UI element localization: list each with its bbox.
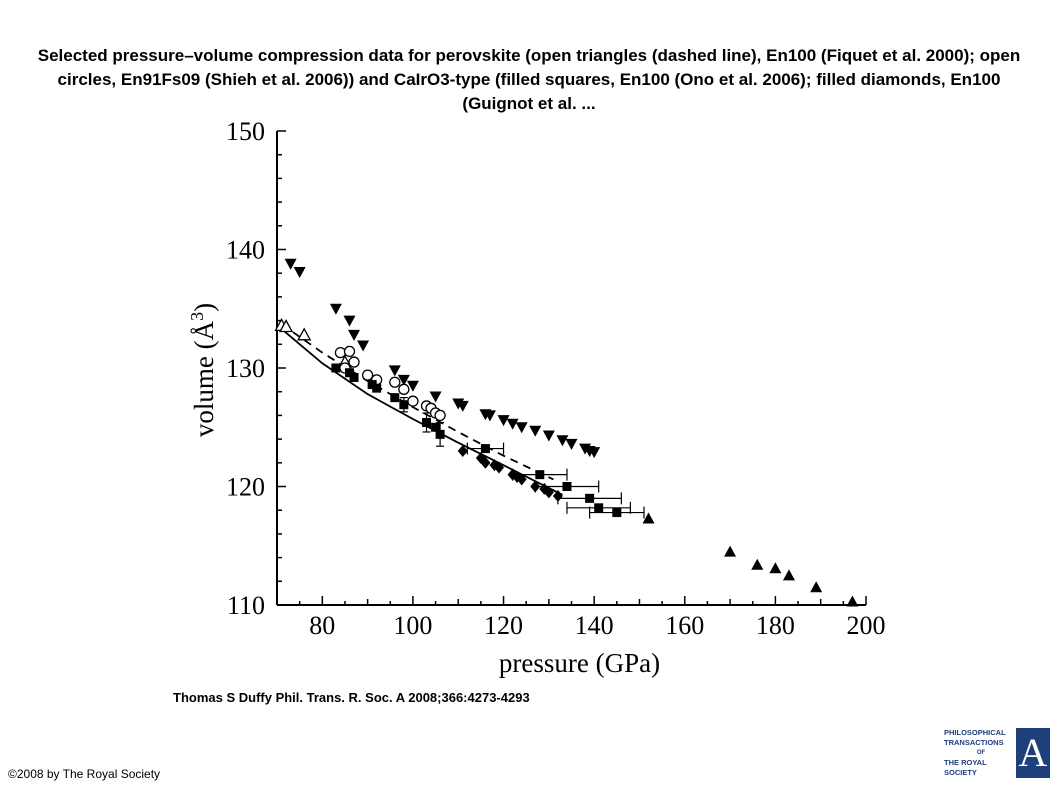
data-point-triangle-down: [293, 267, 306, 279]
data-point-triangle-down: [456, 400, 469, 412]
y-tick-label: 130: [226, 354, 265, 383]
data-point-circle-open: [348, 356, 360, 368]
logo-line: SOCIETY: [944, 768, 977, 777]
data-point-triangle-down: [556, 435, 569, 447]
data-points: [274, 258, 859, 607]
data-point-square: [612, 508, 622, 518]
x-tick-label: 100: [393, 611, 432, 640]
solid-fit-line: [280, 328, 563, 496]
data-point-diamond: [552, 489, 563, 502]
data-point-triangle-down: [497, 415, 510, 427]
x-tick-label: 160: [665, 611, 704, 640]
data-point-triangle-down: [406, 380, 419, 392]
fit-lines: [280, 323, 563, 496]
data-point-triangle-up: [769, 562, 782, 574]
data-point-square: [422, 418, 432, 428]
data-point-triangle-down: [397, 374, 410, 386]
x-tick-label: 200: [847, 611, 886, 640]
data-point-triangle-down: [506, 418, 519, 430]
data-point-triangle-down: [388, 365, 401, 377]
data-point-triangle-open: [297, 327, 312, 341]
data-point-triangle-down: [565, 438, 578, 450]
data-point-diamond: [494, 461, 505, 474]
logo-letter-a: A: [1016, 728, 1050, 778]
y-axis-label-close: ): [189, 303, 219, 312]
data-point-circle-open: [434, 409, 446, 422]
y-tick-label: 110: [227, 591, 265, 620]
x-tick-label: 140: [575, 611, 614, 640]
logo-line: PHILOSOPHICAL: [944, 728, 1006, 737]
data-point-triangle-down: [588, 447, 601, 459]
x-tick-label: 180: [756, 611, 795, 640]
data-point-square: [594, 503, 604, 513]
data-point-triangle-down: [483, 410, 496, 422]
x-tick-label: 120: [484, 611, 523, 640]
data-point-triangle-down: [429, 391, 442, 403]
data-point-triangle-down: [542, 430, 555, 442]
data-point-circle-open: [398, 383, 410, 395]
data-point-triangle-down: [343, 315, 356, 327]
data-point-diamond: [457, 444, 468, 457]
data-point-square: [435, 429, 445, 439]
data-point-square: [399, 400, 409, 410]
chart-axes: 110 120 130 140 150 80 100 120 140 160 180 200: [226, 117, 886, 640]
data-point-triangle-up: [846, 595, 859, 607]
data-point-triangle-down: [348, 329, 361, 341]
data-point-diamond: [516, 473, 527, 486]
data-point-triangle-down: [515, 422, 528, 434]
data-point-square: [431, 422, 441, 432]
data-point-circle-open: [361, 369, 374, 381]
data-point-square: [562, 482, 572, 491]
royal-society-logo: PHILOSOPHICAL TRANSACTIONS OF THE ROYAL …: [942, 728, 1052, 780]
logo-wordmark: PHILOSOPHICAL TRANSACTIONS OF THE ROYAL …: [944, 728, 1018, 778]
data-point-square: [331, 363, 341, 373]
data-point-circle-open: [407, 395, 419, 407]
figure-title: Selected pressure–volume compression dat…: [37, 46, 1021, 113]
data-point-diamond: [480, 456, 491, 469]
y-axis-label-main: volume (Å: [189, 320, 219, 437]
data-point-triangle-open: [278, 319, 294, 333]
data-point-square: [480, 444, 490, 454]
data-point-square: [349, 372, 359, 382]
y-tick-label: 120: [226, 473, 265, 502]
data-point-triangle-down: [357, 340, 370, 352]
data-point-diamond: [530, 480, 541, 493]
data-point-triangle-down: [529, 425, 542, 437]
data-point-triangle-up: [751, 558, 764, 570]
citation-credit: Thomas S Duffy Phil. Trans. R. Soc. A 20…: [173, 690, 530, 705]
y-tick-label: 150: [226, 117, 265, 146]
data-point-square: [367, 380, 377, 390]
data-point-square: [585, 493, 595, 503]
data-point-circle-open: [334, 346, 347, 359]
logo-line: OF: [976, 750, 986, 756]
y-axis-label: volume (Å3): [187, 303, 219, 437]
data-point-triangle-up: [782, 569, 795, 581]
logo-line: THE ROYAL: [944, 758, 987, 767]
data-point-triangle-up: [724, 545, 737, 557]
data-point-square: [535, 470, 545, 480]
y-tick-label: 140: [226, 236, 265, 265]
dashed-fit-line: [280, 323, 554, 481]
x-tick-label: 80: [309, 611, 335, 640]
data-point-triangle-up: [642, 512, 655, 524]
data-point-square: [344, 368, 354, 378]
logo-line: TRANSACTIONS: [944, 738, 1004, 747]
data-point-square: [372, 383, 382, 393]
data-point-diamond: [543, 486, 554, 499]
x-axis-label: pressure (GPa): [499, 648, 660, 678]
data-point-triangle-down: [284, 258, 297, 270]
data-point-square: [390, 393, 400, 403]
data-point-triangle-down: [329, 303, 342, 315]
copyright-notice: ©2008 by The Royal Society: [8, 767, 161, 781]
y-axis-label-superscript: 3: [187, 312, 207, 321]
data-point-triangle-up: [810, 581, 823, 593]
data-point-circle-open: [343, 345, 356, 358]
data-point-circle-open: [389, 376, 401, 388]
